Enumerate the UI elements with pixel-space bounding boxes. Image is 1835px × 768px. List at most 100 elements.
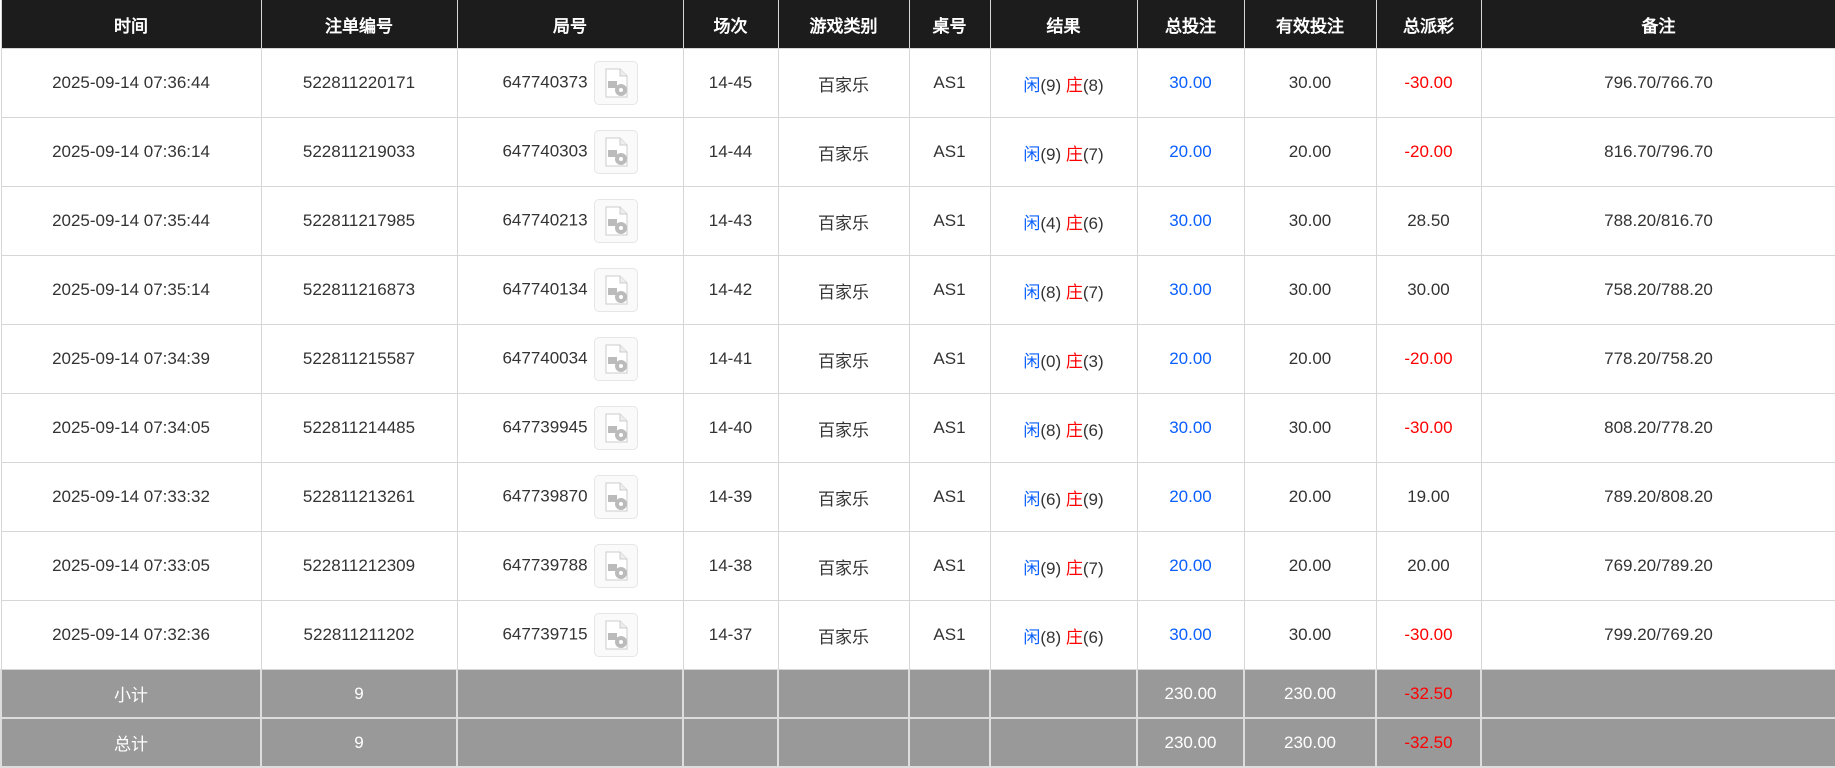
cell-text: 2025-09-14 07:35:14 <box>52 280 210 299</box>
session-cell: 14-45 <box>682 48 779 118</box>
round-cell: 647740213 <box>456 186 684 256</box>
video-file-icon[interactable] <box>593 475 638 519</box>
video-file-icon[interactable] <box>593 337 638 381</box>
payout-cell: 19.00 <box>1375 462 1482 532</box>
time-cell: 2025-09-14 07:34:39 <box>0 324 262 394</box>
round-cell: 647740373 <box>456 48 684 118</box>
cell-text: 14-38 <box>708 556 753 575</box>
cell-text: (6) <box>1040 489 1062 509</box>
cell-text: 庄 <box>1065 558 1083 578</box>
video-file-icon[interactable] <box>593 406 638 450</box>
time-cell: 2025-09-14 07:36:44 <box>0 48 262 118</box>
table-row: 2025-09-14 07:35:14 522811216873 647740134… <box>0 255 1835 325</box>
note-cell: 758.20/788.20 <box>1480 255 1835 325</box>
cell-text: 百家乐 <box>818 558 869 578</box>
video-file-icon[interactable] <box>593 61 638 105</box>
cell-text: 20.00 <box>1288 487 1332 506</box>
cell-text: -32.50 <box>1404 683 1453 703</box>
cell-text: 30.00 <box>1169 73 1212 92</box>
round-cell: 647740303 <box>456 117 684 187</box>
cell-text: 庄 <box>1065 282 1083 302</box>
cell-text: 14-43 <box>708 211 753 230</box>
cell-text: (4) <box>1040 213 1062 233</box>
empty-cell <box>777 717 910 768</box>
cell-text: 小计 <box>114 686 148 705</box>
summary-valid: 230.00 <box>1243 669 1377 719</box>
time-cell: 2025-09-14 07:33:32 <box>0 462 262 532</box>
video-file-icon[interactable] <box>593 544 638 588</box>
cell-text: 522811219033 <box>302 142 416 161</box>
cell-text: -20.00 <box>1404 142 1453 161</box>
cell-text: 799.20/769.20 <box>1604 625 1713 644</box>
column-header: 场次 <box>682 0 779 49</box>
total-bet-cell: 30.00 <box>1136 48 1245 118</box>
payout-cell: -30.00 <box>1375 393 1482 463</box>
cell-text: AS1 <box>933 625 966 644</box>
table-cell: AS1 <box>908 48 991 118</box>
cell-text: AS1 <box>933 349 966 368</box>
cell-text: 230.00 <box>1284 732 1336 752</box>
cell-text: 14-40 <box>708 418 753 437</box>
video-file-icon[interactable] <box>593 268 638 312</box>
session-cell: 14-37 <box>682 600 779 670</box>
empty-cell <box>908 717 991 768</box>
table-cell: AS1 <box>908 462 991 532</box>
payout-cell: 28.50 <box>1375 186 1482 256</box>
total-bet-cell: 20.00 <box>1136 324 1245 394</box>
cell-text: (8) <box>1040 627 1062 647</box>
order-id-cell: 522811214485 <box>260 393 458 463</box>
column-header: 总投注 <box>1136 0 1245 49</box>
valid-bet-cell: 20.00 <box>1243 117 1377 187</box>
session-cell: 14-42 <box>682 255 779 325</box>
video-file-icon[interactable] <box>593 613 638 657</box>
session-cell: 14-43 <box>682 186 779 256</box>
video-file-icon[interactable] <box>593 199 638 243</box>
table-cell: AS1 <box>908 531 991 601</box>
cell-text: 闲 <box>1023 627 1041 647</box>
cell-text: 9 <box>354 732 364 752</box>
empty-cell <box>456 717 684 768</box>
game-type-cell: 百家乐 <box>777 324 910 394</box>
cell-text: (9) <box>1040 75 1062 95</box>
cell-text: 647739788 <box>502 555 588 575</box>
result-cell: 闲(9) 庄(8) <box>989 48 1138 118</box>
order-id-cell: 522811217985 <box>260 186 458 256</box>
session-cell: 14-38 <box>682 531 779 601</box>
cell-text: 闲 <box>1023 282 1041 302</box>
time-cell: 2025-09-14 07:33:05 <box>0 531 262 601</box>
cell-text: 796.70/766.70 <box>1604 73 1713 92</box>
cell-text: 30.00 <box>1288 73 1332 92</box>
valid-bet-cell: 30.00 <box>1243 186 1377 256</box>
note-cell: 769.20/789.20 <box>1480 531 1835 601</box>
session-cell: 14-44 <box>682 117 779 187</box>
cell-text: 百家乐 <box>818 420 869 440</box>
round-cell: 647740034 <box>456 324 684 394</box>
round-cell: 647740134 <box>456 255 684 325</box>
valid-bet-cell: 20.00 <box>1243 462 1377 532</box>
summary-label: 总计 <box>0 717 262 768</box>
cell-text: 30.00 <box>1169 625 1212 644</box>
summary-payout: -32.50 <box>1375 717 1482 768</box>
column-header: 游戏类别 <box>777 0 910 49</box>
session-cell: 14-39 <box>682 462 779 532</box>
session-cell: 14-40 <box>682 393 779 463</box>
time-cell: 2025-09-14 07:34:05 <box>0 393 262 463</box>
cell-text: 20.00 <box>1169 142 1212 161</box>
valid-bet-cell: 20.00 <box>1243 531 1377 601</box>
column-header: 结果 <box>989 0 1138 49</box>
payout-cell: 20.00 <box>1375 531 1482 601</box>
order-id-cell: 522811220171 <box>260 48 458 118</box>
cell-text: 百家乐 <box>818 144 869 164</box>
cell-text: 522811217985 <box>302 211 416 230</box>
cell-text: 庄 <box>1065 627 1083 647</box>
cell-text: 30.00 <box>1169 211 1212 230</box>
cell-text: 647739870 <box>502 486 588 506</box>
video-file-icon[interactable] <box>593 130 638 174</box>
cell-text: AS1 <box>933 418 966 437</box>
result-cell: 闲(4) 庄(6) <box>989 186 1138 256</box>
empty-cell <box>989 669 1138 719</box>
note-cell: 788.20/816.70 <box>1480 186 1835 256</box>
summary-count: 9 <box>260 717 458 768</box>
total-bet-cell: 20.00 <box>1136 117 1245 187</box>
summary-count: 9 <box>260 669 458 719</box>
